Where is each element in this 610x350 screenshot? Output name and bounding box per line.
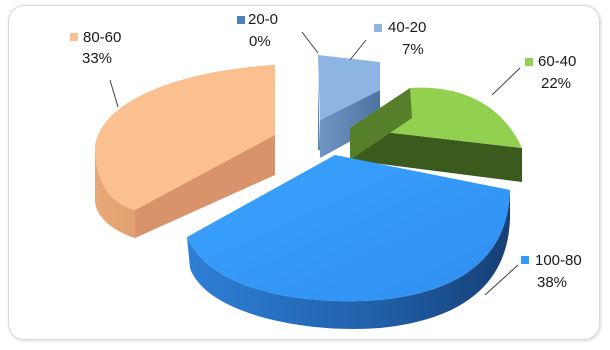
slice-20-0 <box>318 78 320 150</box>
label-marker-100-80 <box>521 256 529 264</box>
label-80-60-percent: 33% <box>82 50 112 67</box>
slice-60-40-cut <box>350 88 412 160</box>
slice-60-40 <box>350 87 522 182</box>
leader-line-100-80 <box>484 264 519 296</box>
slice-100-80-side <box>187 190 510 329</box>
leader-line-20-0 <box>301 31 319 54</box>
label-40-20-percent: 7% <box>402 41 424 58</box>
label-40-20-name: 40-20 <box>388 19 426 36</box>
slice-80-60 <box>95 65 275 238</box>
label-60-40-percent: 22% <box>541 75 571 92</box>
slice-100-80-top <box>187 155 510 302</box>
slice-100-80 <box>187 155 510 329</box>
slice-40-20 <box>318 55 380 158</box>
leader-line-60-40 <box>491 67 521 96</box>
slice-40-20-side <box>320 90 380 158</box>
label-20-0-percent: 0% <box>249 33 271 50</box>
label-100-80-name: 100-80 <box>535 252 582 269</box>
leader-line-80-60 <box>109 79 119 108</box>
slice-60-40-side <box>350 128 522 182</box>
label-100-80-percent: 38% <box>537 274 567 291</box>
label-60-40-name: 60-40 <box>538 53 576 70</box>
leader-line-40-20 <box>349 39 367 61</box>
label-marker-80-60 <box>70 33 78 41</box>
slice-40-20-top <box>318 55 380 120</box>
label-20-0-name: 20-0 <box>248 11 278 28</box>
label-marker-20-0 <box>237 16 245 24</box>
label-80-60-name: 80-60 <box>83 29 121 46</box>
leader-lines <box>109 31 521 296</box>
label-marker-40-20 <box>374 24 382 32</box>
label-marker-60-40 <box>525 58 533 66</box>
slice-80-60-cut <box>135 135 275 238</box>
slice-80-60-top <box>95 65 275 210</box>
